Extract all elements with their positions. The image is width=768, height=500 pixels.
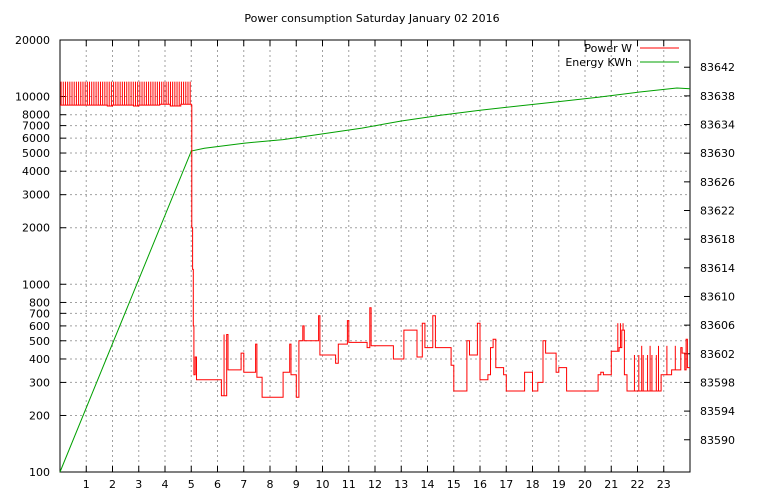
y-left-tick-label: 7000: [22, 120, 50, 133]
y-right-tick-label: 83602: [700, 348, 735, 361]
legend: Power W Energy KWh: [565, 42, 679, 69]
y-left-tick-label: 300: [29, 376, 50, 389]
x-tick-label: 12: [368, 478, 382, 491]
x-tick-label: 21: [604, 478, 618, 491]
y-left-tick-label: 6000: [22, 132, 50, 145]
y-left-tick-label: 600: [29, 320, 50, 333]
y-right-tick-label: 83638: [700, 90, 735, 103]
x-tick-label: 9: [293, 478, 300, 491]
y-right-tick-label: 83622: [700, 205, 735, 218]
y-left-tick-label: 1000: [22, 278, 50, 291]
x-tick-label: 15: [447, 478, 461, 491]
x-tick-label: 23: [657, 478, 671, 491]
y-left-tick-label: 800: [29, 296, 50, 309]
x-tick-label: 11: [342, 478, 356, 491]
x-tick-label: 13: [394, 478, 408, 491]
y-left-tick-label: 10000: [15, 91, 50, 104]
grid-lines: [60, 39, 690, 473]
energy-series-line: [59, 87, 691, 473]
x-tick-label: 20: [578, 478, 592, 491]
x-tick-label: 5: [188, 478, 195, 491]
x-tick-label: 22: [631, 478, 645, 491]
y-right-tick-label: 83594: [700, 405, 735, 418]
power-series-line: [60, 103, 690, 398]
y-left-tick-label: 400: [29, 353, 50, 366]
y-left-tick-label: 2000: [22, 222, 50, 235]
x-tick-label: 6: [214, 478, 221, 491]
y-left-tick-label: 8000: [22, 109, 50, 122]
x-tick-label: 4: [162, 478, 169, 491]
y-right-tick-label: 83634: [700, 119, 735, 132]
axes: 1 2 3 4 5 6 7 8 9 10 11 12 13 14 15 16 17 18 19 20 21 22 23100…: [15, 34, 735, 491]
x-tick-label: 17: [499, 478, 513, 491]
y-left-tick-label: 4000: [22, 165, 50, 178]
x-tick-label: 1: [83, 478, 90, 491]
y-right-tick-label: 83630: [700, 147, 735, 160]
y-left-tick-label: 500: [29, 335, 50, 348]
y-left-tick-label: 3000: [22, 189, 50, 202]
y-right-tick-label: 83606: [700, 319, 735, 332]
x-tick-label: 10: [316, 478, 330, 491]
x-tick-label: 8: [267, 478, 274, 491]
legend-label-energy: Energy KWh: [565, 56, 632, 69]
y-left-tick-label: 700: [29, 307, 50, 320]
x-tick-label: 2: [109, 478, 116, 491]
y-right-tick-label: 83614: [700, 262, 735, 275]
x-tick-label: 16: [473, 478, 487, 491]
y-right-tick-label: 83590: [700, 434, 735, 447]
x-tick-label: 19: [552, 478, 566, 491]
series-layer: [59, 81, 691, 473]
x-tick-label: 7: [240, 478, 247, 491]
y-left-tick-label: 100: [29, 466, 50, 479]
y-right-tick-label: 83610: [700, 290, 735, 303]
x-tick-label: 14: [421, 478, 435, 491]
y-left-tick-label: 20000: [15, 34, 50, 47]
plot-frame: [59, 39, 691, 473]
x-tick-label: 18: [526, 478, 540, 491]
y-left-tick-label: 200: [29, 409, 50, 422]
legend-label-power: Power W: [584, 42, 632, 55]
y-right-tick-label: 83598: [700, 376, 735, 389]
y-right-tick-label: 83618: [700, 233, 735, 246]
y-left-tick-label: 5000: [22, 147, 50, 160]
chart-title: Power consumption Saturday January 02 20…: [244, 12, 499, 25]
y-right-tick-label: 83626: [700, 176, 735, 189]
y-right-tick-label: 83642: [700, 61, 735, 74]
x-tick-label: 3: [135, 478, 142, 491]
